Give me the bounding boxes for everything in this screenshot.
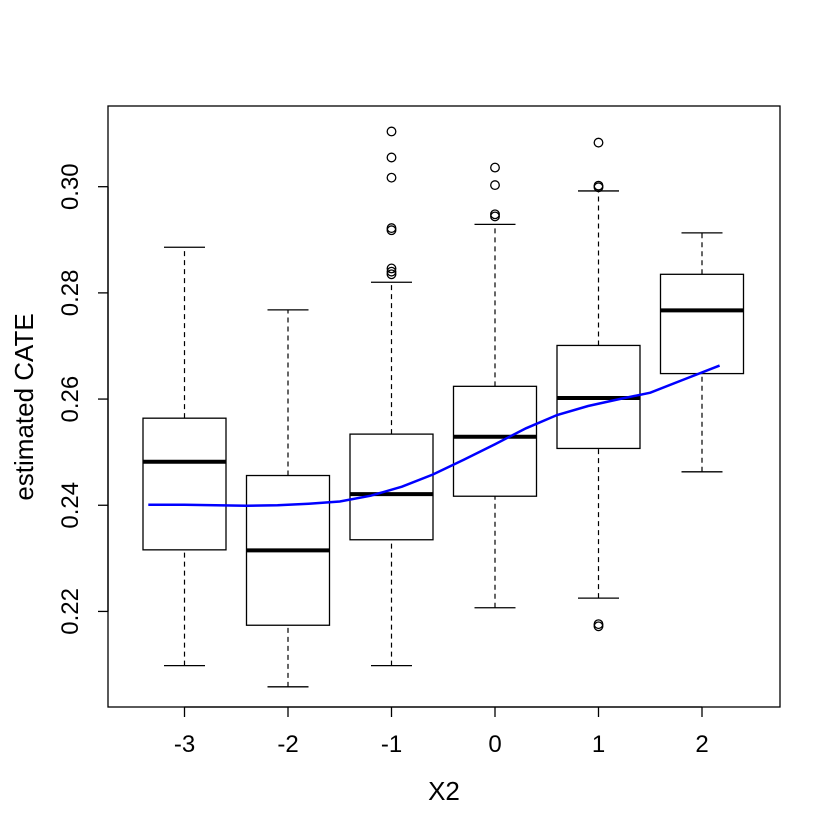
outlier-point [386,152,397,163]
box-iqr [142,417,227,551]
box-group-1 [556,137,641,632]
outlier-point [490,209,500,220]
outlier-point [593,619,604,630]
x-tick-label: -3 [174,731,195,758]
boxes-layer [142,126,745,688]
plot-frame [107,105,781,708]
y-tick-label: 0.28 [57,270,84,317]
outlier-point [593,180,604,191]
outlier-point [386,263,397,274]
x-axis-label: X2 [428,776,460,806]
box-group--2 [245,309,331,688]
outlier-point [386,223,397,234]
y-tick-label: 0.24 [57,482,84,529]
y-axis: 0.22 0.24 0.26 0.28 0.30 [57,163,109,635]
y-tick-label: 0.22 [57,588,84,635]
y-axis-label: estimated CATE [9,313,39,500]
outlier-point [593,137,604,148]
trend-line [148,364,721,508]
box-iqr [659,273,745,375]
y-tick-label: 0.30 [57,163,84,210]
box-group-0 [452,162,538,609]
box-group--1 [349,126,434,667]
box-group-2 [659,232,745,473]
box-iqr [452,385,538,497]
outlier-point [386,266,397,277]
trend-layer [148,364,721,508]
y-tick-label: 0.26 [57,376,84,423]
outlier-point [490,180,500,191]
x-tick-label: 2 [695,731,708,758]
outlier-point [490,162,500,173]
outlier-point [386,126,397,137]
x-tick-label: -1 [381,731,402,758]
x-tick-label: 1 [592,731,605,758]
x-axis: -3 -2 -1 0 1 2 [174,706,709,758]
outlier-point [386,172,397,183]
box-iqr [349,433,434,541]
outlier-point [386,269,397,280]
x-tick-label: 0 [488,731,501,758]
box-group--3 [142,246,227,667]
x-tick-label: -2 [277,731,298,758]
